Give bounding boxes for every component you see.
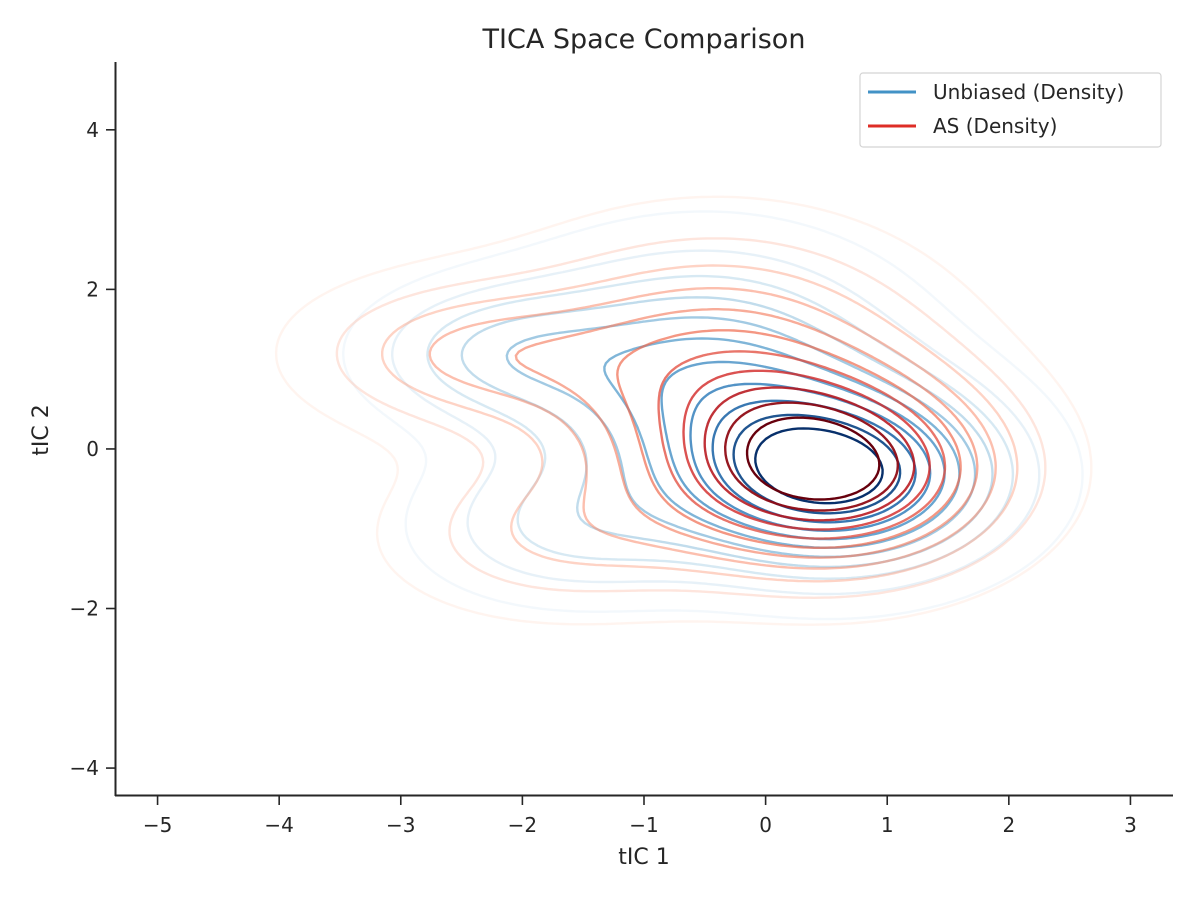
contour-line bbox=[616, 329, 962, 549]
x-tick-label: 1 bbox=[881, 813, 894, 837]
axes bbox=[114, 62, 1173, 797]
y-tick-label: 4 bbox=[86, 118, 99, 142]
contour-line bbox=[682, 369, 931, 531]
contour-line bbox=[657, 350, 947, 540]
contour-line bbox=[274, 195, 1093, 626]
contour-line bbox=[514, 308, 979, 559]
x-tick-label: 2 bbox=[1002, 813, 1015, 837]
y-tick-label: 0 bbox=[86, 437, 99, 461]
contour-line bbox=[342, 210, 1084, 621]
x-tick-label: 0 bbox=[759, 813, 772, 837]
x-tick-label: −2 bbox=[508, 813, 537, 837]
x-tick-label: −5 bbox=[143, 813, 172, 837]
x-ticks: −5 −4 −3 −2 −1 0 1 2 3 bbox=[143, 796, 1137, 837]
contour-line bbox=[724, 401, 899, 512]
contour-line bbox=[381, 264, 1019, 583]
y-axis-label: tIC 2 bbox=[29, 404, 54, 455]
y-tick-label: −2 bbox=[70, 597, 99, 621]
plot-area bbox=[274, 195, 1093, 626]
legend-box bbox=[859, 72, 1162, 148]
x-tick-label: 3 bbox=[1124, 813, 1137, 837]
contour-line bbox=[703, 386, 916, 522]
legend-label-unbiased: Unbiased (Density) bbox=[933, 80, 1124, 104]
y-tick-label: 2 bbox=[86, 277, 99, 301]
legend-label-as: AS (Density) bbox=[933, 114, 1057, 138]
contour-line bbox=[745, 416, 881, 501]
contour-line bbox=[460, 296, 994, 569]
contour-line bbox=[428, 287, 997, 570]
contour-series-as bbox=[274, 195, 1093, 626]
x-tick-label: −3 bbox=[386, 813, 415, 837]
y-ticks: −4 −2 0 2 4 bbox=[70, 118, 115, 780]
x-axis-label: tIC 1 bbox=[618, 845, 669, 870]
y-tick-label: −4 bbox=[70, 756, 99, 780]
contour-line bbox=[754, 427, 884, 505]
contour-line bbox=[426, 274, 1015, 580]
contour-line bbox=[391, 249, 1041, 596]
x-tick-label: −1 bbox=[629, 813, 658, 837]
legend: Unbiased (Density) AS (Density) bbox=[859, 72, 1162, 148]
x-tick-label: −4 bbox=[264, 813, 293, 837]
chart-title: TICA Space Comparison bbox=[482, 24, 806, 55]
contour-line bbox=[335, 237, 1047, 599]
